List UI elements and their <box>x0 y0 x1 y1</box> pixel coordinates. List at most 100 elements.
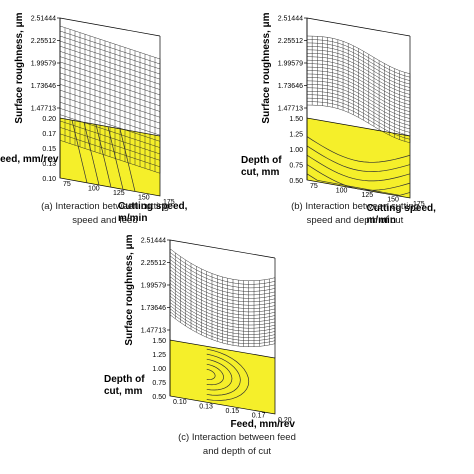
x-axis-label: cut, mm <box>241 167 279 178</box>
z-tick-label: 1.99579 <box>31 61 56 68</box>
mesh-line <box>169 299 276 332</box>
x-tick-label: 0.75 <box>289 163 303 170</box>
z-tick-label: 1.73646 <box>278 83 303 90</box>
mesh-line <box>59 84 161 118</box>
z-tick-label: 1.47713 <box>278 106 303 113</box>
mesh-line <box>306 84 411 123</box>
mesh-line <box>169 302 276 335</box>
x-axis-label: Depth of <box>104 374 145 385</box>
y-tick-label: 75 <box>63 181 71 188</box>
y-axis-label: m/min <box>367 215 396 226</box>
mesh-line <box>169 314 276 347</box>
contour-line <box>306 164 411 191</box>
mesh-line <box>169 292 276 326</box>
x-tick-label: 0.13 <box>42 161 56 168</box>
y-tick-label: 75 <box>310 183 318 190</box>
surface-plot-b: 2.51444 2.25512 1.99579 1.73646 1.47713 1.50 1… <box>241 12 436 226</box>
y-tick-label: 0.17 <box>252 413 266 420</box>
caption: (b) Interaction between cutting <box>291 201 419 212</box>
y-tick-label: 0.20 <box>278 417 292 424</box>
contour-line <box>107 126 124 190</box>
x-tick-label: 0.10 <box>42 176 56 183</box>
z-axis-label: Surface roughness, μm <box>124 234 135 345</box>
mesh-line <box>169 295 276 329</box>
mesh-line <box>59 101 161 136</box>
contour-line <box>306 173 411 196</box>
mesh-line <box>306 94 411 133</box>
caption: (a) Interaction between cutting <box>41 201 169 212</box>
z-tick-label: 1.73646 <box>141 305 166 312</box>
z-tick-label: 1.73646 <box>31 83 56 90</box>
mesh-line <box>169 305 276 338</box>
contour-line <box>83 122 100 186</box>
z-tick-label: 1.47713 <box>31 106 56 113</box>
contour-line <box>306 136 411 163</box>
x-axis-label: cut, mm <box>104 386 142 397</box>
mesh-line <box>59 89 161 124</box>
z-tick-label: 1.99579 <box>141 283 166 290</box>
contour-line <box>206 348 250 401</box>
mesh-line <box>169 289 276 323</box>
x-tick-label: 1.25 <box>152 352 166 359</box>
top-back-edge <box>59 17 161 37</box>
x-tick-label: 0.15 <box>42 146 56 153</box>
mesh-line <box>306 90 411 130</box>
top-back-edge <box>169 239 276 259</box>
contour-line <box>306 145 411 172</box>
z-tick-label: 2.25512 <box>278 38 303 45</box>
x-tick-label: 0.17 <box>42 131 56 138</box>
y-tick-label: 175 <box>413 201 425 208</box>
contour-line <box>206 353 241 396</box>
y-tick-label: 175 <box>163 199 175 206</box>
contour-line <box>71 120 88 183</box>
z-tick-label: 1.47713 <box>141 328 166 335</box>
contour-line <box>119 128 136 192</box>
top-back-edge <box>306 17 411 37</box>
y-tick-label: 150 <box>387 197 399 204</box>
y-axis-label: Cutting speed, <box>367 203 437 214</box>
y-tick-label: 100 <box>336 188 348 195</box>
y-tick-label: 150 <box>138 195 150 202</box>
x-tick-label: 1.25 <box>289 132 303 139</box>
x-tick-label: 1.50 <box>152 338 166 345</box>
caption: and depth of cut <box>203 446 271 457</box>
y-tick-label: 0.10 <box>173 399 187 406</box>
z-axis-label: Surface roughness, μm <box>261 12 272 123</box>
mesh-line <box>59 127 161 161</box>
contour-line <box>206 363 224 386</box>
mesh-line <box>59 140 161 174</box>
mesh-line <box>306 80 411 119</box>
y-axis-label: m/min <box>118 213 147 224</box>
x-tick-label: 1.50 <box>289 116 303 123</box>
x-axis-label: Feed, mm/rev <box>0 154 59 165</box>
x-tick-label: 1.00 <box>289 147 303 154</box>
mesh-line <box>169 308 276 341</box>
y-tick-label: 125 <box>362 192 374 199</box>
caption: (c) Interaction between feed <box>178 432 296 443</box>
mesh-line <box>306 101 411 140</box>
contour-line <box>206 358 233 391</box>
mesh-line <box>169 286 276 319</box>
x-tick-label: 1.00 <box>152 366 166 373</box>
x-tick-label: 0.50 <box>289 178 303 185</box>
mesh-line <box>59 108 161 142</box>
z-tick-label: 1.99579 <box>278 61 303 68</box>
mesh-line <box>169 311 276 344</box>
mesh-line <box>59 133 161 168</box>
x-tick-label: 0.50 <box>152 394 166 401</box>
z-tick-label: 2.51444 <box>31 16 56 23</box>
caption: speed and feed <box>72 215 138 226</box>
mesh-line <box>306 104 411 143</box>
mesh-line <box>306 87 411 126</box>
contour-line <box>306 154 411 182</box>
contour-line <box>206 368 216 380</box>
z-tick-label: 2.25512 <box>31 38 56 45</box>
z-axis-label: Surface roughness, μm <box>14 12 25 123</box>
surface-plot-a: 2.51444 2.25512 1.99579 1.73646 1.47713 0.20 0… <box>0 12 188 226</box>
z-tick-label: 2.25512 <box>141 260 166 267</box>
y-axis-label: Feed, mm/rev <box>231 419 296 430</box>
z-tick-label: 2.51444 <box>141 238 166 245</box>
mesh-line <box>306 97 411 137</box>
z-tick-label: 2.51444 <box>278 16 303 23</box>
